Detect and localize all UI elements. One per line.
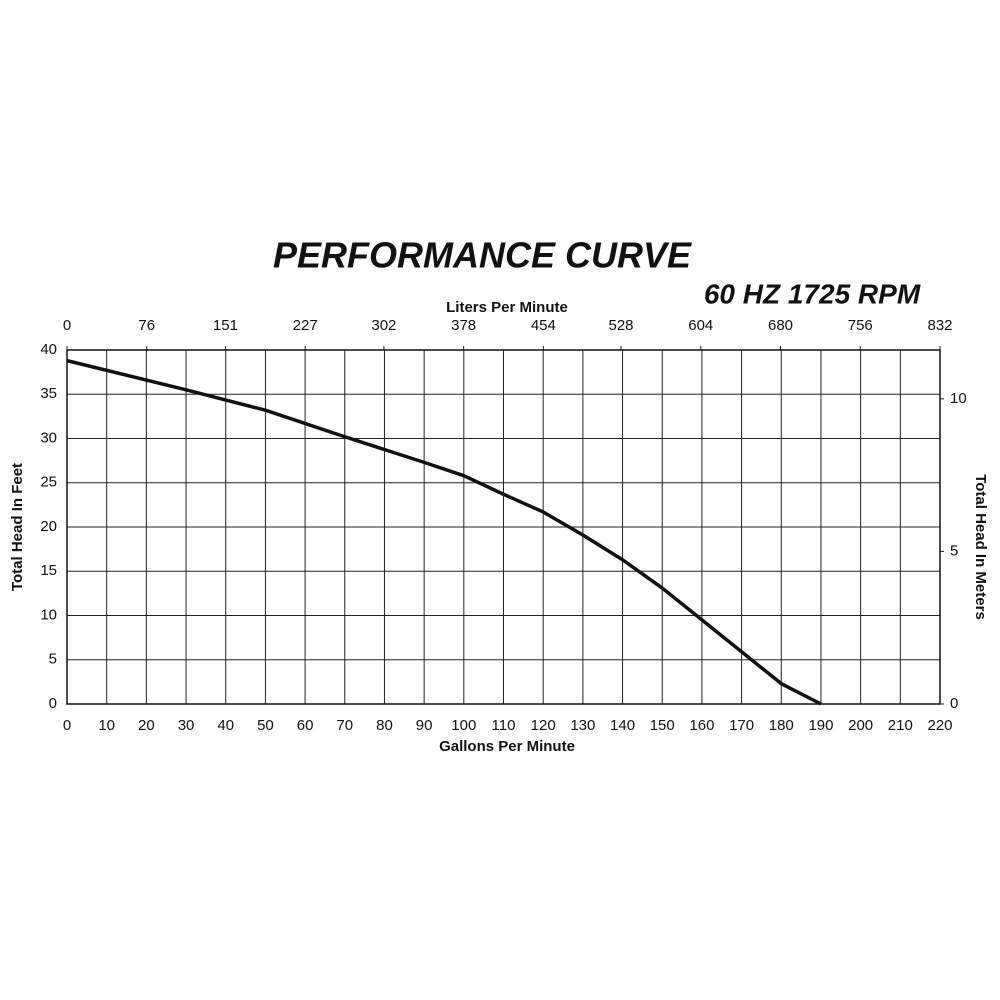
y-axis-title: Total Head In Feet — [9, 463, 26, 591]
y-tick-label: 35 — [40, 385, 57, 402]
x-axis-title: Gallons Per Minute — [439, 738, 575, 755]
x2-axis-title: Liters Per Minute — [446, 299, 568, 316]
y2-tick-label: 0 — [950, 695, 958, 712]
y-tick-label: 25 — [40, 474, 57, 491]
x2-tick-label: 528 — [609, 317, 634, 334]
x-tick-label: 90 — [416, 717, 433, 734]
x-tick-label: 10 — [98, 717, 115, 734]
plot-frame — [66, 349, 941, 705]
x-tick-label: 140 — [610, 717, 635, 734]
x2-tick-label: 604 — [688, 317, 713, 334]
curve — [66, 358, 822, 706]
x-tick-label: 70 — [336, 717, 353, 734]
x-tick-label: 190 — [808, 717, 833, 734]
x-tick-label: 20 — [138, 717, 155, 734]
x2-tick-label: 756 — [848, 317, 873, 334]
x-tick-label: 170 — [729, 717, 754, 734]
y2-axis-title: Total Head In Meters — [972, 474, 989, 620]
x-tick-label: 50 — [257, 717, 274, 734]
x2-tick-label: 378 — [451, 317, 476, 334]
x-tick-label: 130 — [570, 717, 595, 734]
y2-tick-label: 10 — [950, 390, 967, 407]
y-tick-label: 30 — [40, 429, 57, 446]
x-tick-label: 30 — [178, 717, 195, 734]
y-tick-label: 40 — [40, 341, 57, 358]
x-tick-label: 100 — [451, 717, 476, 734]
x2-tick-label: 302 — [371, 317, 396, 334]
x-tick-label: 220 — [927, 717, 952, 734]
chart-subtitle: 60 HZ 1725 RPM — [704, 278, 921, 309]
y-tick-label: 0 — [49, 695, 57, 712]
x2-tick-label: 151 — [213, 317, 238, 334]
x2-tick-label: 832 — [927, 317, 952, 334]
x-tick-label: 80 — [376, 717, 393, 734]
x2-tick-label: 227 — [293, 317, 318, 334]
y-tick-label: 5 — [49, 651, 57, 668]
x-tick-label: 210 — [888, 717, 913, 734]
y-tick-label: 10 — [40, 606, 57, 623]
y-tick-label: 20 — [40, 518, 57, 535]
x-tick-label: 180 — [769, 717, 794, 734]
x-tick-label: 120 — [531, 717, 556, 734]
x-tick-label: 40 — [217, 717, 234, 734]
x-tick-label: 0 — [63, 717, 71, 734]
x-tick-label: 110 — [492, 717, 516, 734]
x-tick-label: 150 — [650, 717, 675, 734]
x-tick-label: 200 — [848, 717, 873, 734]
x2-tick-label: 0 — [63, 317, 71, 334]
x2-tick-label: 76 — [138, 317, 155, 334]
x2-tick-label: 454 — [531, 317, 556, 334]
y2-tick-label: 5 — [950, 542, 958, 559]
x2-tick-label: 680 — [768, 317, 793, 334]
y-tick-label: 15 — [40, 562, 57, 579]
x-tick-label: 60 — [297, 717, 314, 734]
x-tick-label: 160 — [689, 717, 714, 734]
chart-title: PERFORMANCE CURVE — [273, 235, 692, 276]
